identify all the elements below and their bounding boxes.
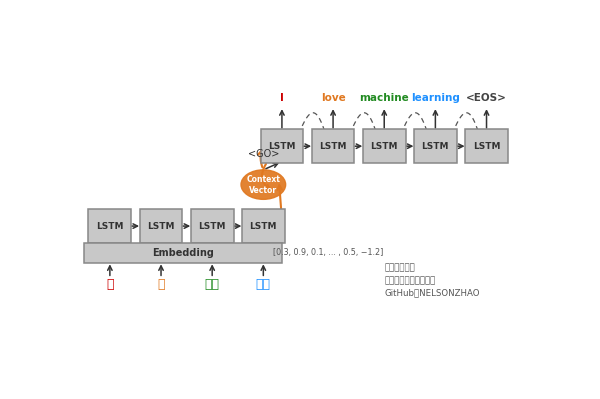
Text: love: love (321, 93, 346, 103)
Text: LSTM: LSTM (268, 142, 296, 151)
Circle shape (241, 170, 286, 200)
Text: Embedding: Embedding (152, 248, 214, 258)
Text: LSTM: LSTM (199, 221, 226, 231)
Text: 知平专栏：机器不学习: 知平专栏：机器不学习 (384, 276, 436, 285)
Text: I: I (280, 93, 284, 103)
FancyBboxPatch shape (311, 129, 355, 163)
FancyBboxPatch shape (84, 243, 282, 263)
Text: [0.3, 0.9, 0.1, ... , 0.5, −1.2]: [0.3, 0.9, 0.1, ... , 0.5, −1.2] (272, 247, 383, 257)
Text: LSTM: LSTM (370, 142, 398, 151)
Text: LSTM: LSTM (250, 221, 277, 231)
FancyBboxPatch shape (414, 129, 457, 163)
FancyBboxPatch shape (465, 129, 508, 163)
FancyBboxPatch shape (242, 209, 285, 243)
Text: GitHub：NELSONZHAO: GitHub：NELSONZHAO (384, 289, 480, 298)
Text: 知乎：天雨粟: 知乎：天雨粟 (384, 263, 415, 272)
Text: learning: learning (411, 93, 460, 103)
Text: <EOS>: <EOS> (466, 93, 507, 103)
Text: LSTM: LSTM (96, 221, 124, 231)
FancyBboxPatch shape (363, 129, 406, 163)
FancyBboxPatch shape (191, 209, 233, 243)
Text: 学习: 学习 (256, 278, 271, 291)
Text: 机器: 机器 (205, 278, 220, 291)
Text: 我: 我 (106, 278, 113, 291)
Text: 爱: 爱 (157, 278, 165, 291)
Text: LSTM: LSTM (422, 142, 449, 151)
Text: LSTM: LSTM (147, 221, 175, 231)
FancyBboxPatch shape (88, 209, 131, 243)
Text: LSTM: LSTM (473, 142, 500, 151)
Text: Context
Vector: Context Vector (247, 174, 280, 195)
Text: machine: machine (359, 93, 409, 103)
Text: LSTM: LSTM (319, 142, 347, 151)
FancyBboxPatch shape (260, 129, 304, 163)
FancyBboxPatch shape (140, 209, 182, 243)
Text: <GO>: <GO> (248, 149, 279, 159)
